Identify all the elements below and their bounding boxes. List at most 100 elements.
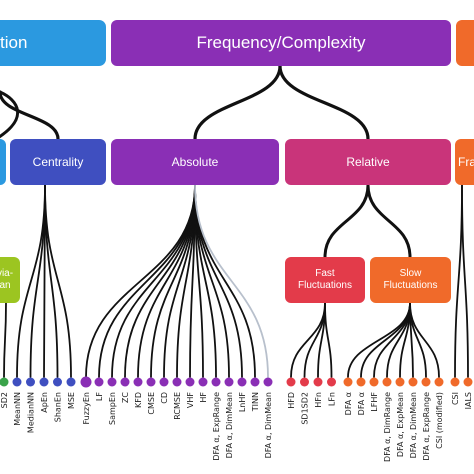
link-freq-absolute xyxy=(193,64,282,141)
leaf-dot-absolute xyxy=(107,377,117,387)
leaf-dot-absolute xyxy=(224,377,234,387)
leaf-dot-slow xyxy=(408,377,418,387)
fast-fluctuations-line-1: Fast xyxy=(315,268,335,279)
leaf-dot-slow xyxy=(343,377,353,387)
category-frequency-complexity-label: Frequency/Complexity xyxy=(196,32,366,52)
leaf-link-slow xyxy=(360,302,411,378)
leaf-label-slow: DFA α xyxy=(344,392,353,415)
leaf-label-centrality: MeanNN xyxy=(13,392,22,426)
link-lines xyxy=(0,64,469,378)
leaf-dot-absolute xyxy=(263,377,273,387)
leaf-label-fast: SD1SD2 xyxy=(301,392,310,425)
link-relative-fast xyxy=(323,183,370,259)
leaf-label-slow: DFA α, DimRange xyxy=(383,392,392,462)
fast-fluctuations-line-2: Fluctuations xyxy=(298,280,352,291)
leaf-dot-centrality xyxy=(12,377,22,387)
leaf-dot-absolute xyxy=(237,377,247,387)
leaf-label-absolute: DFA α, ExpRange xyxy=(212,392,221,461)
leaf-dot-fast xyxy=(300,377,309,387)
leaf-link-absolute xyxy=(194,184,256,378)
leaf-link-absolute xyxy=(194,184,230,378)
leaf-label-slow: DFA α, ExpMean xyxy=(396,392,405,457)
leaf-link-right_partial xyxy=(454,184,463,378)
leaf-label-slow: DFA α, DimMean xyxy=(409,392,418,458)
leaf-label-right_partial: IALS xyxy=(464,392,473,409)
leaf-label-absolute: DFA α, DimMean xyxy=(264,392,273,458)
deviation-line-1: via- xyxy=(0,268,14,279)
link-freq-relative xyxy=(278,64,370,141)
leaf-dot-absolute xyxy=(211,377,221,387)
leaf-dot-centrality xyxy=(26,377,35,387)
link-top-centrality xyxy=(0,90,60,141)
subcategory-absolute: Absolute xyxy=(111,139,279,185)
leaf-label-slow: DFA α, ExpRange xyxy=(422,392,431,461)
leaf-dot-slow xyxy=(382,377,392,387)
leaf-label-absolute: RCMSE xyxy=(173,392,182,420)
leaf-label-absolute: KFD xyxy=(134,392,143,408)
leaf-label-absolute: TINN xyxy=(251,392,260,412)
leaf-label-absolute: HF xyxy=(199,392,208,403)
category-right-edge xyxy=(456,20,474,66)
subcategory-absolute-label: Absolute xyxy=(171,154,219,169)
leaf-label-absolute: CMSE xyxy=(147,392,156,415)
leaf-link-slow xyxy=(409,302,440,378)
leaf-link-fast xyxy=(317,302,326,378)
leaf-link-absolute xyxy=(194,184,269,378)
leaf-label-fast: LFn xyxy=(328,392,337,406)
leaf-label-right_partial: CSI xyxy=(451,392,460,405)
leaf-label-centrality: MSE xyxy=(67,392,76,409)
leaf-label-fast: HFD xyxy=(287,392,296,409)
leaf-dot-slow xyxy=(434,377,444,387)
leaf-link-absolute xyxy=(150,184,196,378)
leaf-label-deviation: SD2 xyxy=(0,392,9,408)
leaf-dot-slow xyxy=(421,377,431,387)
leaf-link-deviation xyxy=(3,302,7,378)
leaf-label-absolute: VHF xyxy=(186,392,195,408)
subcategory-centrality: Centrality xyxy=(10,139,106,185)
leaf-link-right_partial xyxy=(461,184,469,378)
leaf-dot-centrality xyxy=(39,377,49,387)
leaf-dot-centrality xyxy=(66,377,76,387)
leaf-dot-absolute xyxy=(159,377,169,387)
leaf-dot-right_partial xyxy=(450,377,460,387)
subsubcategory-fast-fluctuations: Fast Fluctuations xyxy=(285,257,365,303)
leaf-dot-absolute xyxy=(94,377,104,387)
leaf-label-slow: LFHF xyxy=(370,392,379,412)
leaf-label-centrality: MedianNN xyxy=(27,392,36,433)
leaf-dots xyxy=(0,376,473,388)
leaf-dot-fast xyxy=(327,377,336,387)
category-frequency-complexity: Frequency/Complexity xyxy=(111,20,451,66)
leaf-label-absolute: LF xyxy=(95,392,104,401)
leaf-label-centrality: ApEn xyxy=(40,392,49,413)
deviation-line-2: an xyxy=(0,280,11,291)
slow-fluctuations-line-2: Fluctuations xyxy=(383,280,438,291)
leaf-dot-slow xyxy=(369,377,379,387)
subcategory-relative-label: Relative xyxy=(346,154,390,169)
leaf-label-fast: HFn xyxy=(314,392,323,408)
leaf-label-slow: DFA α xyxy=(357,392,366,415)
leaf-dot-absolute xyxy=(185,377,195,387)
leaf-label-absolute: FuzzyEn xyxy=(82,392,91,425)
leaf-link-centrality xyxy=(29,184,46,378)
leaf-label-absolute: DFA α, DimMean xyxy=(225,392,234,458)
leaf-dot-slow xyxy=(395,377,405,387)
leaf-dot-fast xyxy=(286,377,296,387)
leaf-dot-slow xyxy=(356,377,366,387)
leaf-link-slow xyxy=(386,302,411,378)
leaf-label-centrality: ShanEn xyxy=(54,392,63,422)
leaf-link-fast xyxy=(324,302,333,378)
link-top-left xyxy=(0,90,19,139)
leaf-dot-centrality xyxy=(53,377,62,387)
leaf-dot-deviation xyxy=(0,377,9,387)
leaf-dot-fast xyxy=(313,377,323,387)
subcategory-centrality-label: Centrality xyxy=(32,154,84,169)
leaf-dot-right_partial xyxy=(463,377,473,387)
slow-fluctuations-line-1: Slow xyxy=(399,268,422,279)
category-left-partial-label: tion xyxy=(0,32,28,52)
leaf-link-fast xyxy=(290,302,326,378)
leaf-dot-absolute xyxy=(133,377,143,387)
leaf-link-absolute xyxy=(98,184,196,378)
leaf-labels: SD2 MeanNN MedianNN ApEn ShanEn MSE FuzzyEn LF S… xyxy=(0,392,473,462)
leaf-label-absolute: CD xyxy=(160,392,169,404)
